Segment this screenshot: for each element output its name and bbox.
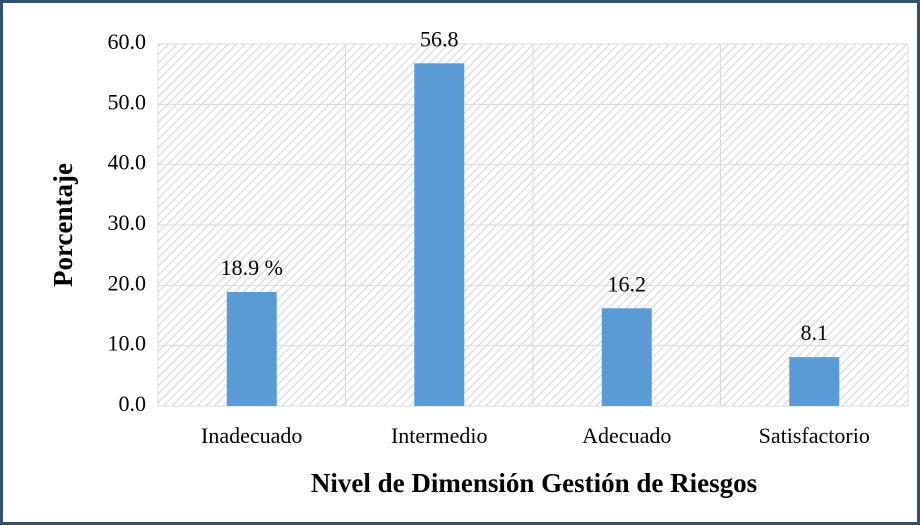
y-tick-label: 30.0 <box>108 210 147 235</box>
x-axis-title: Nivel de Dimensión Gestión de Riesgos <box>311 468 757 498</box>
y-tick-label: 0.0 <box>119 391 147 416</box>
y-tick-label: 20.0 <box>108 270 147 295</box>
x-tick-label: Adecuado <box>582 423 671 448</box>
bar <box>601 308 652 406</box>
y-tick-label: 60.0 <box>108 29 147 54</box>
data-label: 56.8 <box>420 26 459 51</box>
bar <box>414 63 465 406</box>
x-tick-label: Inadecuado <box>201 423 302 448</box>
data-label: 16.2 <box>608 271 647 296</box>
x-tick-label: Intermedio <box>391 423 488 448</box>
y-tick-label: 50.0 <box>108 89 147 114</box>
data-label: 8.1 <box>801 320 829 345</box>
bar <box>226 291 277 406</box>
y-axis-title: Porcentaje <box>48 163 78 287</box>
y-tick-label: 40.0 <box>108 150 147 175</box>
y-tick-label: 10.0 <box>108 331 147 356</box>
data-label: 18.9 % <box>221 255 283 280</box>
x-tick-label: Satisfactorio <box>759 423 870 448</box>
bar <box>789 357 840 406</box>
